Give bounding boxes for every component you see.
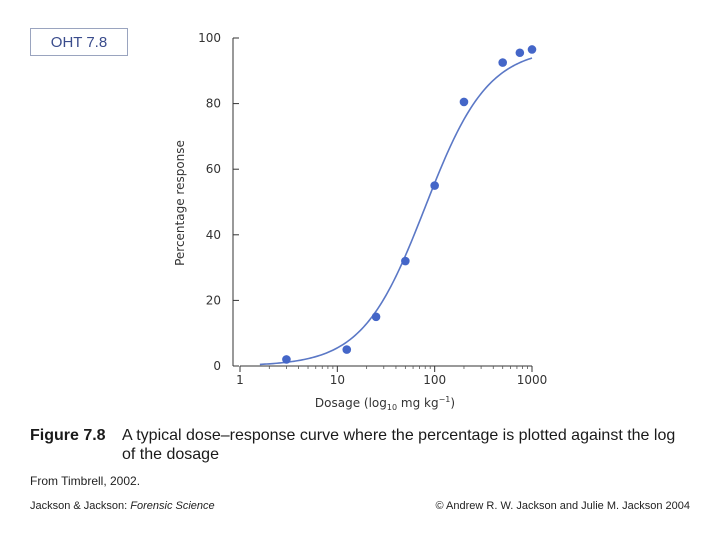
source-note: From Timbrell, 2002.	[30, 474, 141, 488]
figure-caption: Figure 7.8 A typical dose–response curve…	[30, 426, 680, 464]
y-tick-label: 60	[206, 162, 221, 176]
footer-book-credit: Jackson & Jackson: Forensic Science	[30, 500, 215, 512]
data-point	[401, 256, 410, 266]
data-point	[342, 345, 352, 354]
data-point	[430, 181, 439, 190]
data-point	[515, 48, 525, 58]
y-axis-title: Percentage response	[173, 140, 187, 266]
x-axis-title: Dosage (log10 mg kg−1)	[315, 395, 455, 412]
y-tick-label: 80	[206, 97, 221, 111]
data-point	[282, 355, 291, 364]
x-ticks: 1 10 100 1000	[236, 366, 547, 387]
dose-response-chart: 0 20 40 60 80 100 1 10 100 1000 Percentage respo…	[173, 31, 547, 412]
data-point	[459, 97, 469, 107]
y-tick-label: 100	[198, 31, 221, 45]
chart-axes	[232, 38, 532, 367]
x-tick-label: 1000	[517, 373, 548, 387]
fitted-curve	[259, 57, 533, 366]
y-tick-label: 40	[206, 228, 221, 242]
y-tick-label: 0	[213, 359, 221, 373]
x-tick-label: 100	[423, 373, 446, 387]
x-tick-label: 1	[236, 373, 244, 387]
figure-caption-text: A typical dose–response curve where the …	[122, 427, 676, 463]
y-tick-label: 20	[206, 293, 221, 307]
data-points	[282, 45, 537, 364]
data-point	[527, 45, 537, 54]
footer-book-title: Forensic Science	[130, 500, 215, 512]
data-point	[371, 312, 381, 322]
footer-authors: Jackson & Jackson:	[30, 500, 131, 512]
x-tick-label: 10	[330, 373, 345, 387]
data-point	[498, 58, 507, 67]
slide-badge: OHT 7.8	[30, 28, 128, 56]
figure-label: Figure 7.8	[30, 427, 106, 444]
y-ticks: 0 20 40 60 80 100	[198, 31, 239, 373]
footer-copyright: © Andrew R. W. Jackson and Julie M. Jack…	[435, 500, 690, 512]
